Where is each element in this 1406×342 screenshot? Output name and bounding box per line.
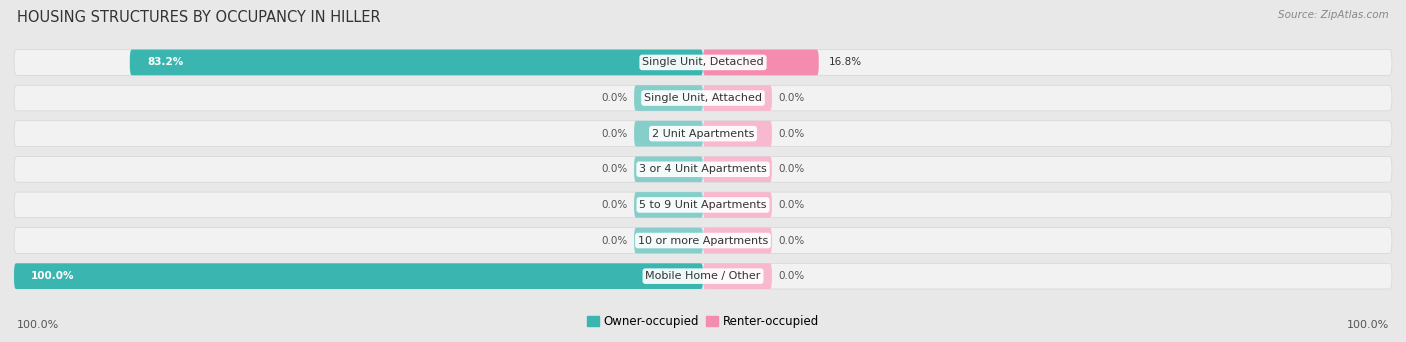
Text: 100.0%: 100.0% [31, 271, 75, 281]
FancyBboxPatch shape [14, 192, 1392, 218]
Text: Single Unit, Detached: Single Unit, Detached [643, 57, 763, 67]
Text: 0.0%: 0.0% [779, 93, 806, 103]
Text: 5 to 9 Unit Apartments: 5 to 9 Unit Apartments [640, 200, 766, 210]
Text: 10 or more Apartments: 10 or more Apartments [638, 236, 768, 246]
Text: 0.0%: 0.0% [779, 164, 806, 174]
Legend: Owner-occupied, Renter-occupied: Owner-occupied, Renter-occupied [582, 310, 824, 333]
Text: 0.0%: 0.0% [779, 200, 806, 210]
FancyBboxPatch shape [703, 121, 772, 146]
Text: 0.0%: 0.0% [600, 129, 627, 139]
Text: 100.0%: 100.0% [1347, 320, 1389, 330]
FancyBboxPatch shape [703, 263, 772, 289]
FancyBboxPatch shape [703, 50, 818, 75]
FancyBboxPatch shape [14, 263, 1392, 289]
Text: 0.0%: 0.0% [600, 164, 627, 174]
FancyBboxPatch shape [634, 85, 703, 111]
FancyBboxPatch shape [634, 121, 703, 146]
Text: 0.0%: 0.0% [600, 200, 627, 210]
Text: 100.0%: 100.0% [17, 320, 59, 330]
FancyBboxPatch shape [634, 156, 703, 182]
Text: Source: ZipAtlas.com: Source: ZipAtlas.com [1278, 10, 1389, 20]
FancyBboxPatch shape [634, 228, 703, 253]
Text: HOUSING STRUCTURES BY OCCUPANCY IN HILLER: HOUSING STRUCTURES BY OCCUPANCY IN HILLE… [17, 10, 381, 25]
FancyBboxPatch shape [634, 192, 703, 218]
Text: 83.2%: 83.2% [148, 57, 183, 67]
Text: 0.0%: 0.0% [779, 271, 806, 281]
FancyBboxPatch shape [14, 85, 1392, 111]
Text: 0.0%: 0.0% [600, 236, 627, 246]
FancyBboxPatch shape [129, 50, 703, 75]
FancyBboxPatch shape [703, 192, 772, 218]
FancyBboxPatch shape [14, 228, 1392, 253]
Text: 16.8%: 16.8% [830, 57, 862, 67]
FancyBboxPatch shape [703, 156, 772, 182]
Text: 0.0%: 0.0% [779, 129, 806, 139]
FancyBboxPatch shape [14, 263, 703, 289]
Text: 0.0%: 0.0% [600, 93, 627, 103]
Text: Single Unit, Attached: Single Unit, Attached [644, 93, 762, 103]
FancyBboxPatch shape [703, 85, 772, 111]
FancyBboxPatch shape [703, 228, 772, 253]
Text: 3 or 4 Unit Apartments: 3 or 4 Unit Apartments [640, 164, 766, 174]
FancyBboxPatch shape [14, 156, 1392, 182]
FancyBboxPatch shape [14, 121, 1392, 146]
Text: 0.0%: 0.0% [779, 236, 806, 246]
Text: Mobile Home / Other: Mobile Home / Other [645, 271, 761, 281]
Text: 2 Unit Apartments: 2 Unit Apartments [652, 129, 754, 139]
FancyBboxPatch shape [14, 50, 1392, 75]
